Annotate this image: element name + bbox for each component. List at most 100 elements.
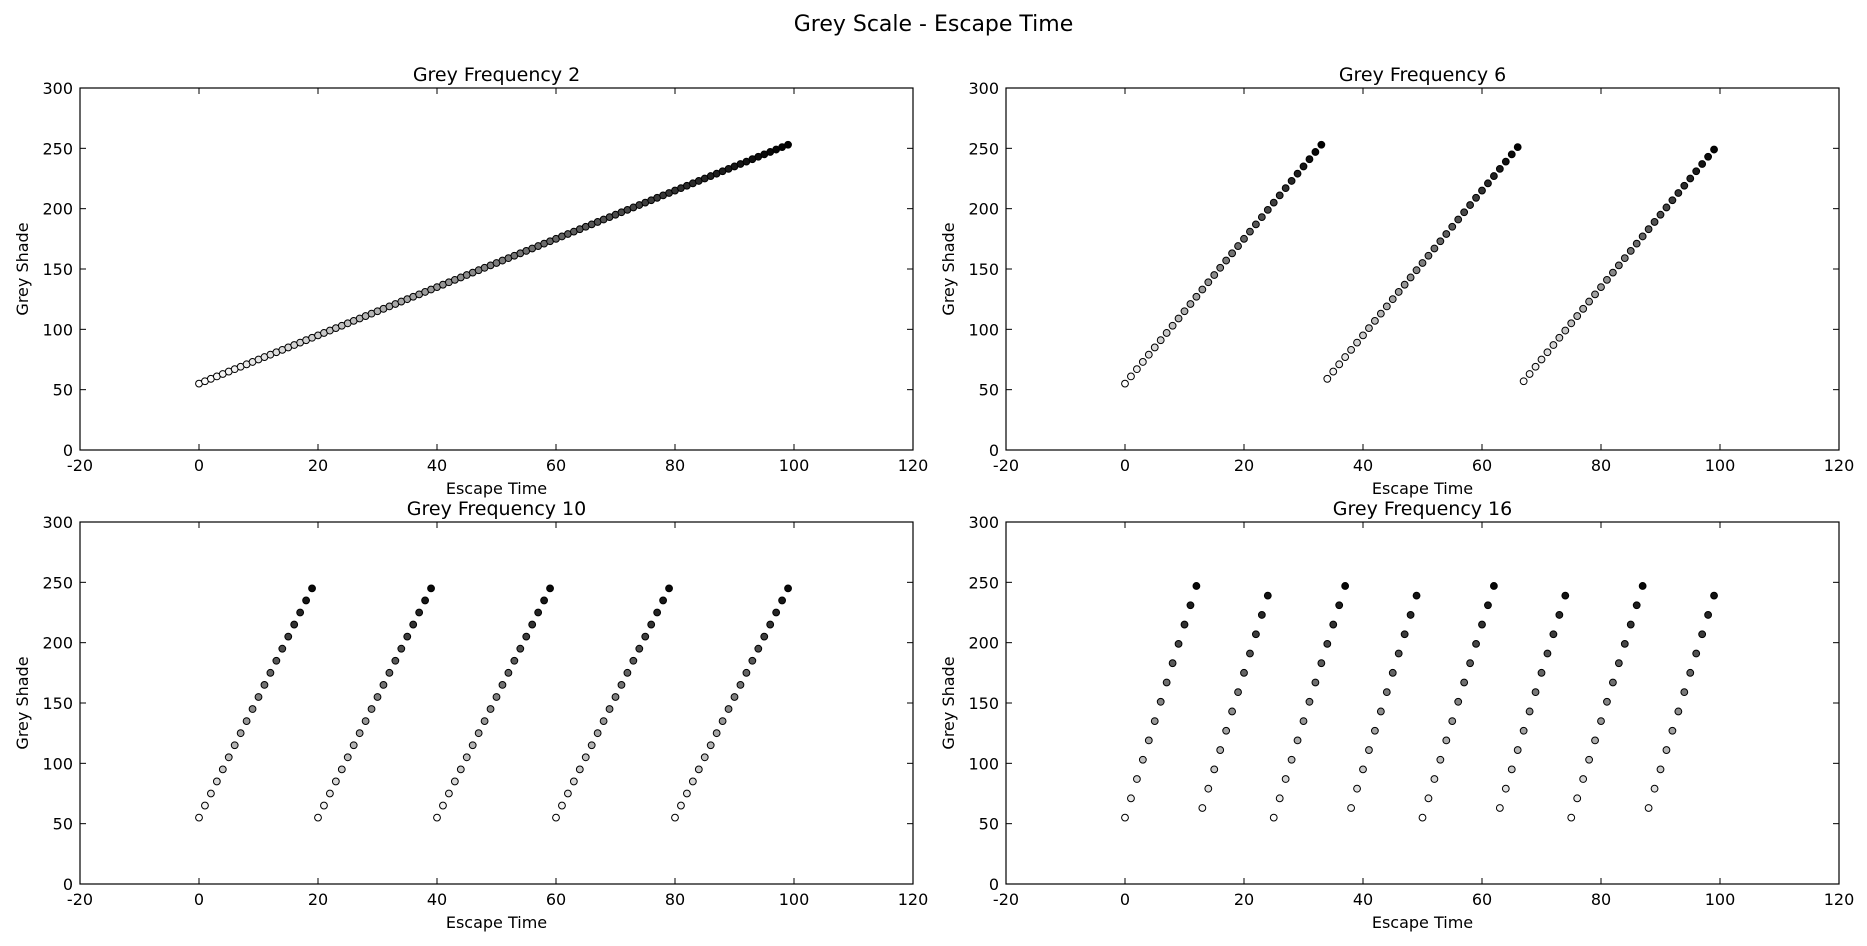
scatter-point: [1121, 379, 1129, 388]
scatter-point: [415, 608, 424, 617]
x-tick-label: -20: [993, 456, 1019, 475]
scatter-point: [302, 596, 311, 605]
y-tick-label: 200: [968, 634, 999, 653]
scatter-point: [1269, 198, 1278, 207]
scatter-series: [1121, 582, 1718, 822]
scatter-point: [1644, 225, 1653, 234]
scatter-point: [1388, 295, 1397, 304]
x-tick-label: 120: [898, 456, 929, 475]
scatter-point: [766, 620, 775, 629]
scatter-point: [1400, 280, 1409, 289]
x-tick-label: 20: [1234, 456, 1254, 475]
y-tick-label: 250: [42, 573, 73, 592]
scatter-point: [1287, 755, 1296, 764]
scatter-point: [1412, 266, 1421, 275]
scatter-point: [1686, 668, 1695, 677]
scatter-series: [1121, 140, 1718, 388]
scatter-point: [1478, 186, 1486, 195]
scatter-point: [1442, 230, 1451, 238]
y-axis-label: Grey Shade: [939, 222, 958, 315]
scatter-series: [195, 140, 792, 388]
x-tick-label: -20: [67, 456, 93, 475]
scatter-point: [1257, 611, 1266, 619]
x-tick-label: 80: [1591, 890, 1611, 909]
scatter-point: [195, 813, 203, 822]
x-tick-label: 20: [1234, 890, 1254, 909]
scatter-point: [1704, 152, 1712, 161]
scatter-point: [1240, 668, 1248, 677]
y-tick-label: 0: [989, 875, 999, 894]
x-tick-label: 120: [898, 890, 929, 909]
scatter-point: [564, 789, 572, 798]
scatter-point: [1180, 620, 1189, 629]
scatter-point: [1299, 717, 1308, 725]
scatter-point: [1585, 755, 1593, 764]
scatter-point: [540, 596, 548, 605]
panel-grey-frequency-16: -20 0 20 40 60 80 100 120050100150200250300Grey…: [939, 498, 1854, 932]
scatter-point: [1692, 167, 1701, 176]
scatter-point: [510, 656, 519, 665]
scatter-point: [1365, 746, 1373, 754]
scatter-point: [1472, 639, 1480, 648]
scatter-point: [1680, 181, 1689, 190]
scatter-point: [742, 668, 751, 677]
scatter-point: [653, 608, 662, 617]
scatter-point: [593, 729, 602, 738]
scatter-point: [1305, 697, 1314, 706]
scatter-point: [201, 801, 209, 810]
scatter-point: [1543, 348, 1552, 357]
scatter-point: [468, 741, 477, 750]
scatter-point: [1585, 297, 1593, 306]
scatter-point: [242, 717, 251, 725]
scatter-point: [1531, 688, 1540, 697]
scatter-point: [326, 789, 334, 798]
y-tick-label: 200: [42, 634, 73, 653]
scatter-point: [700, 753, 709, 762]
scatter-point: [665, 584, 673, 593]
scatter-point: [1400, 630, 1409, 639]
x-axis-label: Escape Time: [446, 913, 547, 932]
scatter-point: [331, 777, 340, 786]
scatter-point: [528, 620, 537, 629]
y-tick-label: 100: [968, 754, 999, 773]
scatter-point: [1133, 365, 1141, 374]
scatter-point: [480, 717, 489, 725]
scatter-point: [1121, 813, 1129, 822]
scatter-point: [778, 596, 786, 605]
scatter-point: [1388, 668, 1397, 677]
scatter-point: [1192, 292, 1201, 301]
scatter-point: [1454, 697, 1463, 706]
scatter-point: [1133, 775, 1141, 783]
scatter-point: [1626, 620, 1635, 629]
scatter-point: [772, 608, 781, 617]
scatter-point: [1198, 285, 1207, 294]
plot-frame: [1005, 521, 1840, 885]
scatter-point: [1609, 678, 1617, 687]
scatter-point: [1365, 324, 1373, 333]
scatter-point: [730, 693, 739, 701]
scatter-point: [445, 789, 453, 798]
scatter-point: [409, 620, 418, 629]
x-tick-label: 60: [546, 456, 566, 475]
scatter-point: [1537, 355, 1546, 364]
scatter-point: [1168, 659, 1177, 668]
scatter-point: [1252, 630, 1260, 639]
scatter-point: [1257, 213, 1266, 222]
y-tick-label: 200: [968, 200, 999, 219]
scatter-point: [1359, 331, 1367, 340]
y-tick-label: 50: [53, 815, 73, 834]
scatter-point: [1216, 263, 1225, 272]
x-tick-label: 60: [1472, 456, 1492, 475]
scatter-point: [433, 813, 441, 822]
scatter-point: [1686, 174, 1695, 183]
scatter-point: [278, 644, 287, 653]
scatter-point: [1632, 239, 1641, 248]
scatter-point: [373, 693, 382, 701]
scatter-point: [1180, 307, 1189, 316]
scatter-point: [1495, 164, 1504, 173]
scatter-point: [248, 705, 257, 713]
x-tick-label: 80: [665, 456, 685, 475]
scatter-point: [1418, 813, 1427, 822]
scatter-point: [569, 777, 578, 786]
scatter-point: [1216, 746, 1225, 754]
